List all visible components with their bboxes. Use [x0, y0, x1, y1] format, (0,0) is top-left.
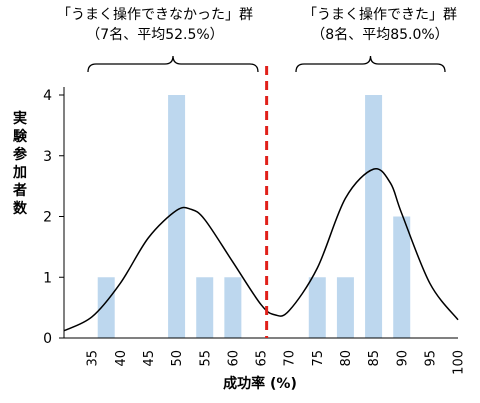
y-tick-label: 2	[43, 210, 52, 226]
y-tick-label: 1	[43, 270, 52, 286]
x-tick-label: 60	[226, 350, 241, 367]
x-axis-label: 成功率 (%)	[223, 376, 297, 392]
bar	[97, 277, 115, 338]
x-tick-label: 50	[170, 350, 185, 367]
bar	[308, 277, 326, 338]
bar	[336, 277, 354, 338]
x-tick-label: 100	[452, 350, 467, 375]
y-tick-label: 3	[43, 149, 52, 165]
left-group-subtitle: （7名、平均52.5%）	[86, 27, 224, 43]
bar	[196, 277, 214, 338]
y-tick-label: 0	[43, 331, 52, 347]
left-group-brace	[87, 55, 259, 73]
bar	[224, 277, 242, 338]
y-axis-label: 実験参加者数	[13, 111, 27, 217]
x-tick-label: 90	[395, 350, 410, 367]
right-group-brace	[295, 55, 446, 73]
right-group-title: 「うまく操作できた」群	[303, 7, 457, 23]
bar	[393, 216, 411, 338]
x-tick-label: 75	[311, 350, 326, 367]
distribution-curve	[63, 167, 459, 332]
x-tick-label: 35	[86, 350, 101, 367]
bar	[365, 95, 383, 338]
x-tick-label: 95	[423, 350, 438, 367]
x-tick-label: 80	[339, 350, 354, 367]
x-tick-label: 45	[142, 350, 157, 367]
y-tick-label: 4	[43, 88, 52, 104]
left-group-title: 「うまく操作できなかった」群	[57, 7, 253, 23]
x-tick-label: 55	[198, 350, 213, 367]
x-tick-label: 40	[114, 350, 129, 367]
x-tick-label: 65	[255, 350, 270, 367]
right-group-subtitle: （8名、平均85.0%）	[311, 27, 449, 43]
x-tick-label: 85	[367, 350, 382, 367]
bar	[168, 95, 186, 338]
x-tick-label: 70	[283, 350, 298, 367]
